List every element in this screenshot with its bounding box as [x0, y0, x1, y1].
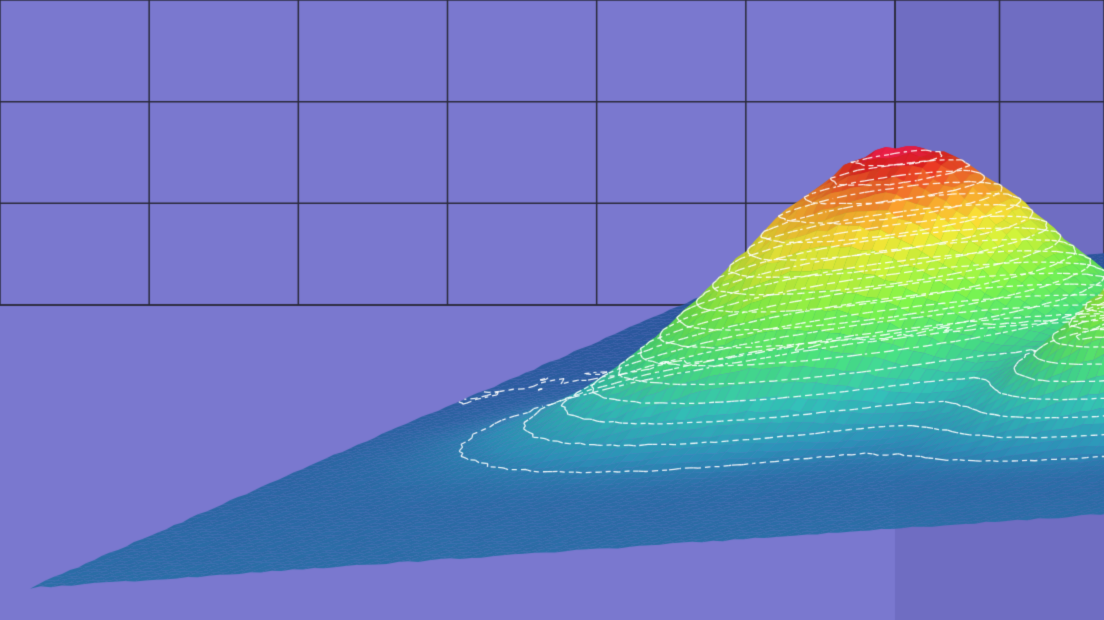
bathymetry-3d-plot: [0, 0, 1104, 620]
contour-lines: [0, 0, 1104, 620]
